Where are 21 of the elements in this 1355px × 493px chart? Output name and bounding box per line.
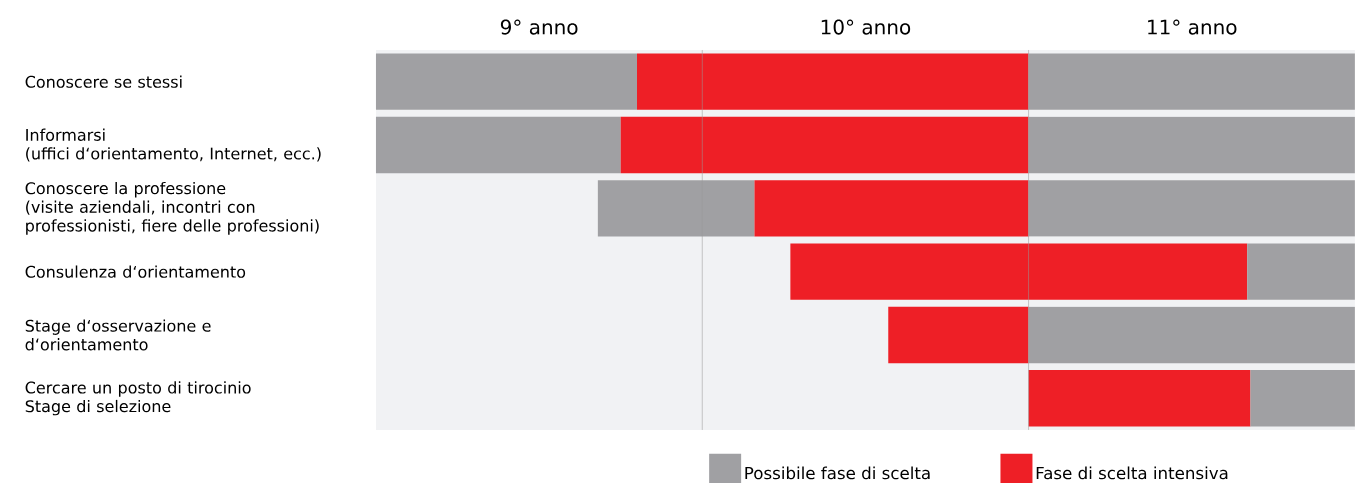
bar xyxy=(1247,243,1355,300)
x-tick-label: 9° anno xyxy=(500,19,578,35)
y-tick-label: Conoscere la professione (visite aziendali, incontri con professionisti, fiere delle professioni) xyxy=(25,181,319,235)
x-tick-label: 11° anno xyxy=(1148,19,1237,35)
y-tick-label: Consulenza d‘orientamento xyxy=(25,265,246,278)
y-tick-label: Conoscere se stessi xyxy=(25,75,182,88)
bar xyxy=(1028,370,1251,427)
y-tick-label: Cercare un posto di tirocinio Stage di selezione xyxy=(25,381,251,416)
bar xyxy=(888,306,1029,364)
legend-label: Possibile fase di scelta xyxy=(745,466,930,480)
bar xyxy=(375,53,638,110)
x-tick-label: 10° anno xyxy=(821,19,911,35)
y-tick-label: Stage d‘osservazione e d‘orientamento xyxy=(25,319,211,351)
bar xyxy=(620,116,1029,174)
bar xyxy=(754,180,1029,237)
y-tick-label: Informarsi (uffici d‘orientamento, Internet, ecc.) xyxy=(26,128,321,162)
bar xyxy=(637,53,1029,110)
bar xyxy=(375,116,621,174)
bar xyxy=(1250,370,1355,427)
legend-label: Fase di scelta intensiva xyxy=(1036,466,1228,480)
bar xyxy=(790,243,1248,300)
